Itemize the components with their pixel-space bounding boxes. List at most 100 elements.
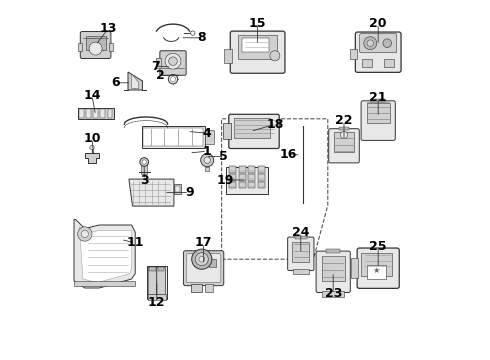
Text: 23: 23 (324, 287, 342, 300)
Polygon shape (79, 227, 132, 283)
FancyBboxPatch shape (355, 32, 401, 72)
Circle shape (165, 53, 181, 69)
FancyBboxPatch shape (160, 51, 186, 75)
Text: 14: 14 (83, 89, 101, 102)
FancyBboxPatch shape (350, 49, 357, 59)
FancyBboxPatch shape (316, 251, 350, 292)
Circle shape (367, 40, 373, 46)
FancyBboxPatch shape (329, 129, 359, 163)
Text: 9: 9 (185, 186, 194, 199)
Polygon shape (132, 74, 139, 88)
Circle shape (77, 227, 92, 241)
FancyBboxPatch shape (258, 175, 265, 180)
FancyBboxPatch shape (239, 182, 245, 189)
FancyBboxPatch shape (258, 166, 265, 172)
FancyBboxPatch shape (147, 266, 167, 299)
Circle shape (191, 31, 195, 35)
FancyBboxPatch shape (293, 269, 309, 274)
FancyBboxPatch shape (156, 58, 161, 68)
Text: 2: 2 (156, 69, 165, 82)
FancyBboxPatch shape (79, 109, 83, 118)
FancyBboxPatch shape (288, 237, 314, 271)
FancyBboxPatch shape (142, 126, 204, 148)
FancyBboxPatch shape (321, 256, 345, 281)
Circle shape (364, 37, 377, 50)
Text: 22: 22 (335, 114, 353, 127)
Text: 4: 4 (203, 127, 212, 140)
FancyBboxPatch shape (367, 103, 390, 123)
FancyBboxPatch shape (78, 43, 82, 51)
FancyBboxPatch shape (148, 294, 166, 300)
Text: 3: 3 (140, 174, 148, 186)
FancyBboxPatch shape (239, 175, 245, 180)
FancyBboxPatch shape (223, 123, 231, 139)
Circle shape (341, 131, 347, 139)
FancyBboxPatch shape (229, 114, 279, 148)
FancyBboxPatch shape (205, 284, 213, 292)
FancyBboxPatch shape (205, 167, 209, 171)
FancyBboxPatch shape (339, 127, 349, 130)
FancyBboxPatch shape (334, 132, 354, 152)
Circle shape (204, 157, 210, 163)
FancyBboxPatch shape (239, 166, 245, 172)
Circle shape (81, 230, 88, 238)
FancyBboxPatch shape (224, 49, 232, 63)
Text: 18: 18 (267, 118, 284, 131)
FancyBboxPatch shape (108, 109, 112, 118)
FancyBboxPatch shape (363, 59, 372, 67)
Circle shape (140, 158, 148, 166)
Polygon shape (85, 153, 99, 163)
Circle shape (192, 249, 212, 269)
Circle shape (169, 57, 177, 66)
FancyBboxPatch shape (209, 259, 216, 267)
FancyBboxPatch shape (80, 31, 111, 58)
FancyBboxPatch shape (205, 130, 215, 144)
FancyBboxPatch shape (100, 109, 105, 118)
FancyBboxPatch shape (367, 265, 386, 279)
Text: 15: 15 (249, 17, 267, 30)
Circle shape (270, 51, 280, 61)
Text: 6: 6 (111, 76, 120, 89)
FancyBboxPatch shape (248, 166, 255, 172)
Text: 10: 10 (83, 132, 101, 145)
FancyBboxPatch shape (361, 253, 392, 276)
FancyBboxPatch shape (143, 128, 203, 146)
FancyBboxPatch shape (183, 251, 224, 286)
Text: 8: 8 (197, 31, 206, 44)
FancyBboxPatch shape (351, 258, 358, 278)
FancyBboxPatch shape (371, 99, 386, 102)
FancyBboxPatch shape (141, 165, 147, 174)
Circle shape (196, 253, 208, 266)
Text: 19: 19 (217, 174, 234, 186)
FancyBboxPatch shape (384, 59, 394, 67)
FancyBboxPatch shape (109, 43, 113, 51)
FancyBboxPatch shape (158, 267, 164, 271)
FancyBboxPatch shape (248, 182, 255, 189)
Text: 20: 20 (369, 17, 387, 30)
Circle shape (89, 42, 102, 55)
FancyBboxPatch shape (357, 248, 399, 288)
FancyBboxPatch shape (229, 166, 236, 172)
FancyBboxPatch shape (186, 254, 221, 283)
FancyBboxPatch shape (149, 267, 156, 271)
FancyBboxPatch shape (174, 184, 181, 194)
FancyBboxPatch shape (86, 36, 105, 50)
FancyBboxPatch shape (230, 31, 285, 73)
Text: 16: 16 (279, 148, 297, 161)
FancyBboxPatch shape (292, 242, 310, 262)
FancyBboxPatch shape (242, 38, 270, 52)
Circle shape (201, 154, 214, 167)
Circle shape (383, 39, 392, 48)
FancyBboxPatch shape (361, 101, 395, 140)
Text: 11: 11 (126, 237, 144, 249)
FancyBboxPatch shape (234, 118, 270, 138)
Text: 13: 13 (99, 22, 117, 35)
FancyBboxPatch shape (229, 175, 236, 180)
Text: 12: 12 (148, 296, 166, 309)
FancyBboxPatch shape (326, 249, 341, 253)
FancyBboxPatch shape (258, 182, 265, 189)
FancyBboxPatch shape (93, 109, 98, 118)
Text: 1: 1 (203, 145, 212, 158)
FancyBboxPatch shape (175, 186, 180, 192)
FancyBboxPatch shape (295, 236, 307, 239)
